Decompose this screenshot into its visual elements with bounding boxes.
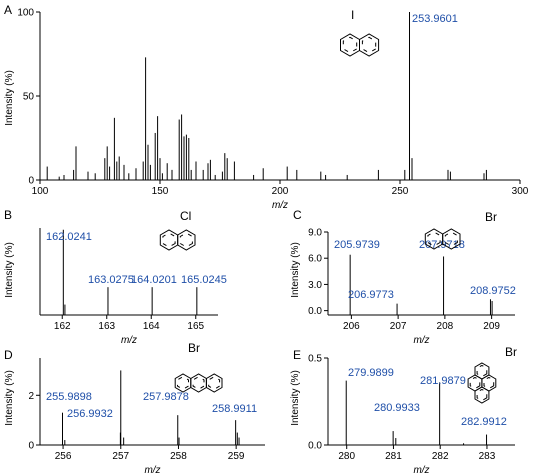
peak-mz-label: 256.9932 <box>67 408 113 420</box>
peak-mz-label: 253.9601 <box>412 13 458 25</box>
panel-label: A <box>4 3 12 17</box>
x-tick-label: 200 <box>272 186 289 197</box>
halogen-label: Br <box>485 210 497 224</box>
x-tick-label: 250 <box>392 186 409 197</box>
x-tick-label: 165 <box>187 321 204 332</box>
y-tick-label: 0 <box>28 441 34 452</box>
panel-label: C <box>293 208 302 222</box>
panel-label: D <box>4 348 13 362</box>
x-tick-label: 150 <box>152 186 169 197</box>
x-tick-label: 280 <box>338 451 355 462</box>
x-tick-label: 164 <box>143 321 160 332</box>
molecule-structure <box>159 229 196 251</box>
panel-e: E 280 281 282 283 0.0 0.5 m/z Intensity (%) 279.9… <box>290 345 517 476</box>
halogen-label: I <box>351 8 354 22</box>
x-tick-label: 300 <box>512 186 529 197</box>
molecule-structure <box>467 362 497 404</box>
y-axis-label: Intensity (%) <box>290 370 301 426</box>
y-axis-label: Intensity (%) <box>290 242 301 298</box>
peak-mz-label: 257.9878 <box>143 391 189 403</box>
y-axis-label: Intensity (%) <box>4 370 15 426</box>
x-tick-label: 281 <box>385 451 402 462</box>
halogen-label: Br <box>188 341 200 355</box>
molecule-structure <box>424 228 461 250</box>
x-tick-label: 162 <box>54 321 71 332</box>
y-tick-label: 9.0 <box>308 228 322 239</box>
x-tick-label: 257 <box>112 451 129 462</box>
peak-mz-label: 208.9752 <box>470 285 516 297</box>
y-tick-label: 3.0 <box>308 280 322 291</box>
peak-mz-label: 162.0241 <box>46 231 92 243</box>
peak-mz-label: 280.9933 <box>374 402 420 414</box>
x-tick-label: 163 <box>98 321 115 332</box>
peak-mz-label: 164.0201 <box>131 274 177 286</box>
peak-mz-label: 163.0275 <box>88 274 134 286</box>
panel-d: D 256 257 258 259 0 2 m/z Intensity (%) 255.9898 2… <box>4 341 265 476</box>
peak-mz-label: 279.9899 <box>348 367 394 379</box>
y-axis-label: Intensity (%) <box>4 242 15 298</box>
x-axis-label: m/z <box>272 200 288 211</box>
panel-c: C 206 207 208 209 0.0 3.0 6.0 9.0 m/z Intensity (%… <box>290 208 516 346</box>
x-tick-label: 209 <box>483 321 500 332</box>
x-tick-label: 206 <box>343 321 360 332</box>
x-tick-label: 283 <box>479 451 496 462</box>
y-tick-label: 6.0 <box>308 254 322 265</box>
panel-label: E <box>293 348 301 362</box>
peak-mz-label: 205.9739 <box>334 239 380 251</box>
peak-mz-label: 258.9911 <box>212 403 257 415</box>
y-tick-label: 0.5 <box>308 354 322 365</box>
y-tick-label: 0.0 <box>308 306 322 317</box>
panel-a: A 100 150 200 250 300 0 50 100 m/z Intensity (%) 25… <box>4 3 529 211</box>
x-tick-label: 258 <box>170 451 187 462</box>
x-tick-label: 259 <box>228 451 245 462</box>
x-axis-label: m/z <box>144 465 160 476</box>
y-tick-label: 50 <box>23 92 35 103</box>
peak-mz-label: 281.9879 <box>420 375 466 387</box>
y-tick-label: 2 <box>28 391 34 402</box>
y-tick-label: 0.0 <box>308 441 322 452</box>
peak-mz-label: 206.9773 <box>348 289 394 301</box>
x-axis-label: m/z <box>413 335 429 346</box>
halogen-label: Br <box>505 345 517 359</box>
x-tick-label: 282 <box>432 451 449 462</box>
peak-mz-label: 255.9898 <box>46 391 92 403</box>
panel-b: B 162 163 164 165 m/z Intensity (%) 162.0241 163… <box>4 208 227 346</box>
y-axis-label: Intensity (%) <box>4 70 15 126</box>
molecule-structure <box>174 373 223 393</box>
x-axis-label: m/z <box>121 335 137 346</box>
x-tick-label: 208 <box>437 321 454 332</box>
halogen-label: Cl <box>180 209 191 223</box>
peak-mz-label: 282.9912 <box>461 416 507 428</box>
x-axis-label: m/z <box>413 465 429 476</box>
molecule-structure <box>340 33 380 57</box>
x-tick-label: 256 <box>55 451 72 462</box>
x-tick-label: 100 <box>32 186 49 197</box>
panel-label: B <box>4 208 12 222</box>
x-tick-label: 207 <box>390 321 407 332</box>
y-tick-label: 100 <box>17 8 34 19</box>
y-tick-label: 0 <box>28 176 34 187</box>
peak-mz-label: 165.0245 <box>181 274 227 286</box>
